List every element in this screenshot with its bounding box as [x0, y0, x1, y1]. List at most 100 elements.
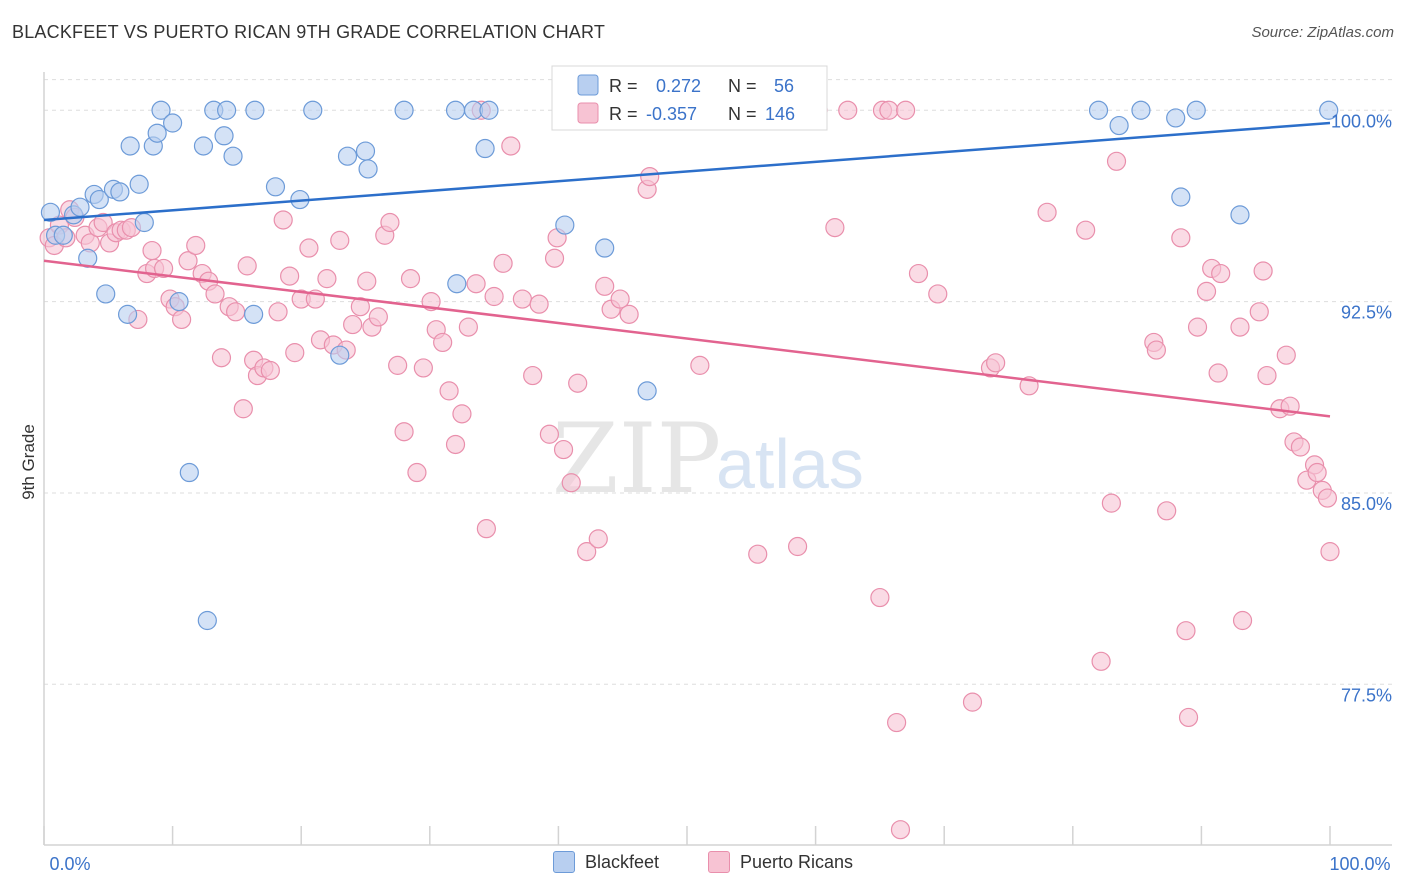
puerto-ricans-point — [986, 353, 1006, 373]
puerto-ricans-point — [896, 100, 916, 120]
blackfeet-point — [394, 100, 414, 120]
puerto-ricans-point — [1178, 707, 1199, 728]
puerto-ricans-point — [1037, 202, 1057, 222]
y-tick-label: 77.5% — [1341, 685, 1392, 705]
puerto-ricans-point — [870, 587, 890, 608]
blackfeet-point — [217, 100, 237, 120]
legend-item-blackfeet[interactable]: Blackfeet — [552, 851, 659, 873]
puerto-ricans-point — [1249, 302, 1269, 322]
puerto-ricans-point — [476, 519, 496, 539]
y-tick-label: 100.0% — [1331, 111, 1392, 131]
puerto-ricans-point — [1230, 317, 1250, 337]
puerto-ricans-point — [568, 373, 588, 393]
puerto-ricans-point — [1106, 151, 1127, 171]
x-tick-label-max: 100.0% — [1329, 854, 1390, 874]
puerto-ricans-point — [205, 284, 225, 304]
puerto-ricans-point — [439, 381, 459, 401]
puerto-ricans-point — [887, 712, 907, 733]
stats-r-label-blackfeet: R = — [609, 76, 638, 96]
blackfeet-point — [244, 304, 264, 324]
puerto-ricans-point — [879, 100, 899, 120]
stats-r-value-puerto-ricans: -0.357 — [646, 104, 697, 124]
puerto-ricans-point — [595, 276, 615, 296]
blackfeet-point — [147, 123, 167, 143]
blackfeet-point — [337, 146, 358, 166]
legend-label-blackfeet: Blackfeet — [584, 851, 659, 872]
blackfeet-point — [358, 159, 378, 179]
legend-item-puerto-ricans[interactable]: Puerto Ricans — [708, 851, 853, 873]
puerto-ricans-point — [233, 399, 253, 419]
x-tick-label-min: 0.0% — [49, 854, 90, 874]
puerto-ricans-point — [211, 348, 232, 368]
blackfeet-points — [40, 100, 1339, 631]
blackfeet-point — [214, 126, 234, 146]
puerto-ricans-point — [368, 307, 388, 327]
blackfeet-point — [169, 292, 189, 312]
puerto-ricans-point — [1320, 542, 1340, 562]
blackfeet-point — [445, 100, 466, 120]
puerto-ricans-point — [484, 286, 504, 307]
puerto-ricans-point — [539, 424, 559, 444]
puerto-ricans-point — [787, 536, 808, 557]
puerto-ricans-point — [433, 332, 453, 353]
stats-n-value-puerto-ricans: 146 — [765, 104, 795, 124]
puerto-ricans-point — [610, 289, 630, 309]
blackfeet-point — [223, 146, 243, 166]
blackfeet-point — [1088, 100, 1109, 120]
chart-title: BLACKFEET VS PUERTO RICAN 9TH GRADE CORR… — [12, 22, 606, 42]
puerto-ricans-point — [407, 462, 427, 483]
stats-n-label-blackfeet: N = — [728, 76, 757, 96]
blackfeet-point — [1230, 205, 1250, 225]
watermark-zip: ZIP — [552, 403, 721, 515]
puerto-ricans-point — [523, 365, 543, 386]
legend-swatch-puerto-ricans — [708, 851, 730, 873]
legend-label-puerto-ricans: Puerto Ricans — [740, 851, 854, 872]
puerto-ricans-point — [260, 360, 280, 381]
puerto-ricans-point — [172, 309, 192, 330]
blackfeet-point — [163, 113, 183, 133]
blackfeet-point — [245, 100, 265, 120]
stats-legend-swatch-blackfeet — [577, 74, 599, 96]
puerto-ricans-point — [1208, 363, 1228, 383]
puerto-ricans-point — [458, 317, 478, 337]
puerto-ricans-point — [452, 404, 472, 424]
blackfeet-point — [447, 274, 467, 294]
watermark-atlas: atlas — [716, 425, 864, 503]
puerto-ricans-point — [413, 358, 433, 378]
stats-legend: R = 0.272 N = 56 R = -0.357 N = 146 — [551, 65, 828, 131]
puerto-ricans-point — [544, 248, 565, 268]
puerto-ricans-point — [1171, 228, 1191, 248]
blackfeet-point — [120, 136, 140, 156]
blackfeet-point — [355, 141, 376, 161]
puerto-ricans-point — [317, 269, 337, 289]
blackfeet-point — [1319, 100, 1339, 120]
blackfeet-point — [330, 345, 350, 365]
blackfeet-point — [89, 189, 109, 210]
puerto-ricans-point — [445, 434, 466, 455]
puerto-ricans-point — [268, 302, 288, 322]
puerto-ricans-point — [1091, 651, 1111, 671]
blackfeet-point — [1186, 100, 1206, 120]
puerto-ricans-point — [553, 439, 574, 460]
puerto-ricans-point — [142, 240, 162, 261]
blackfeet-point — [129, 174, 149, 194]
stats-n-value-blackfeet: 56 — [774, 76, 794, 96]
puerto-ricans-point — [838, 100, 858, 120]
blackfeet-point — [555, 215, 575, 235]
puerto-ricans-point — [1101, 493, 1121, 513]
y-tick-label: 92.5% — [1341, 303, 1392, 323]
blackfeet-point — [479, 100, 499, 120]
puerto-ricans-point — [512, 289, 532, 309]
stats-r-label-puerto-ricans: R = — [609, 104, 638, 124]
puerto-ricans-point — [153, 258, 174, 279]
puerto-ricans-point — [394, 422, 414, 442]
puerto-ricans-point — [493, 253, 513, 273]
puerto-ricans-point — [1317, 488, 1338, 508]
blackfeet-point — [53, 225, 73, 245]
puerto-ricans-trend-line — [43, 259, 1331, 418]
puerto-ricans-point — [400, 269, 421, 289]
blackfeet-point — [475, 138, 495, 159]
puerto-ricans-point — [299, 238, 319, 258]
blackfeet-point — [193, 136, 214, 156]
